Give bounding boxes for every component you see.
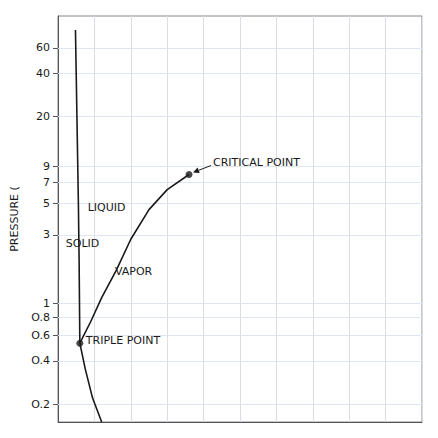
svg-text:1: 1 — [43, 297, 50, 310]
svg-text:7: 7 — [43, 176, 50, 189]
svg-text:5: 5 — [43, 197, 50, 210]
svg-text:O.6: O.6 — [31, 329, 50, 342]
svg-text:9: 9 — [43, 160, 50, 173]
svg-text:SOLID: SOLID — [66, 237, 99, 250]
svg-text:CRITICAL POINT: CRITICAL POINT — [213, 156, 300, 169]
svg-text:O.4: O.4 — [31, 354, 50, 367]
svg-text:3: 3 — [43, 228, 50, 241]
svg-text:VAPOR: VAPOR — [115, 265, 153, 278]
svg-text:O.8: O.8 — [31, 311, 50, 324]
svg-text:TRIPLE POINT: TRIPLE POINT — [85, 334, 161, 347]
svg-text:O.2: O.2 — [31, 398, 50, 411]
svg-text:LIQUID: LIQUID — [88, 201, 126, 214]
svg-text:PRESSURE (: PRESSURE ( — [8, 186, 21, 252]
svg-text:20: 20 — [36, 110, 50, 123]
svg-text:40: 40 — [36, 67, 50, 80]
svg-text:60: 60 — [36, 41, 50, 54]
